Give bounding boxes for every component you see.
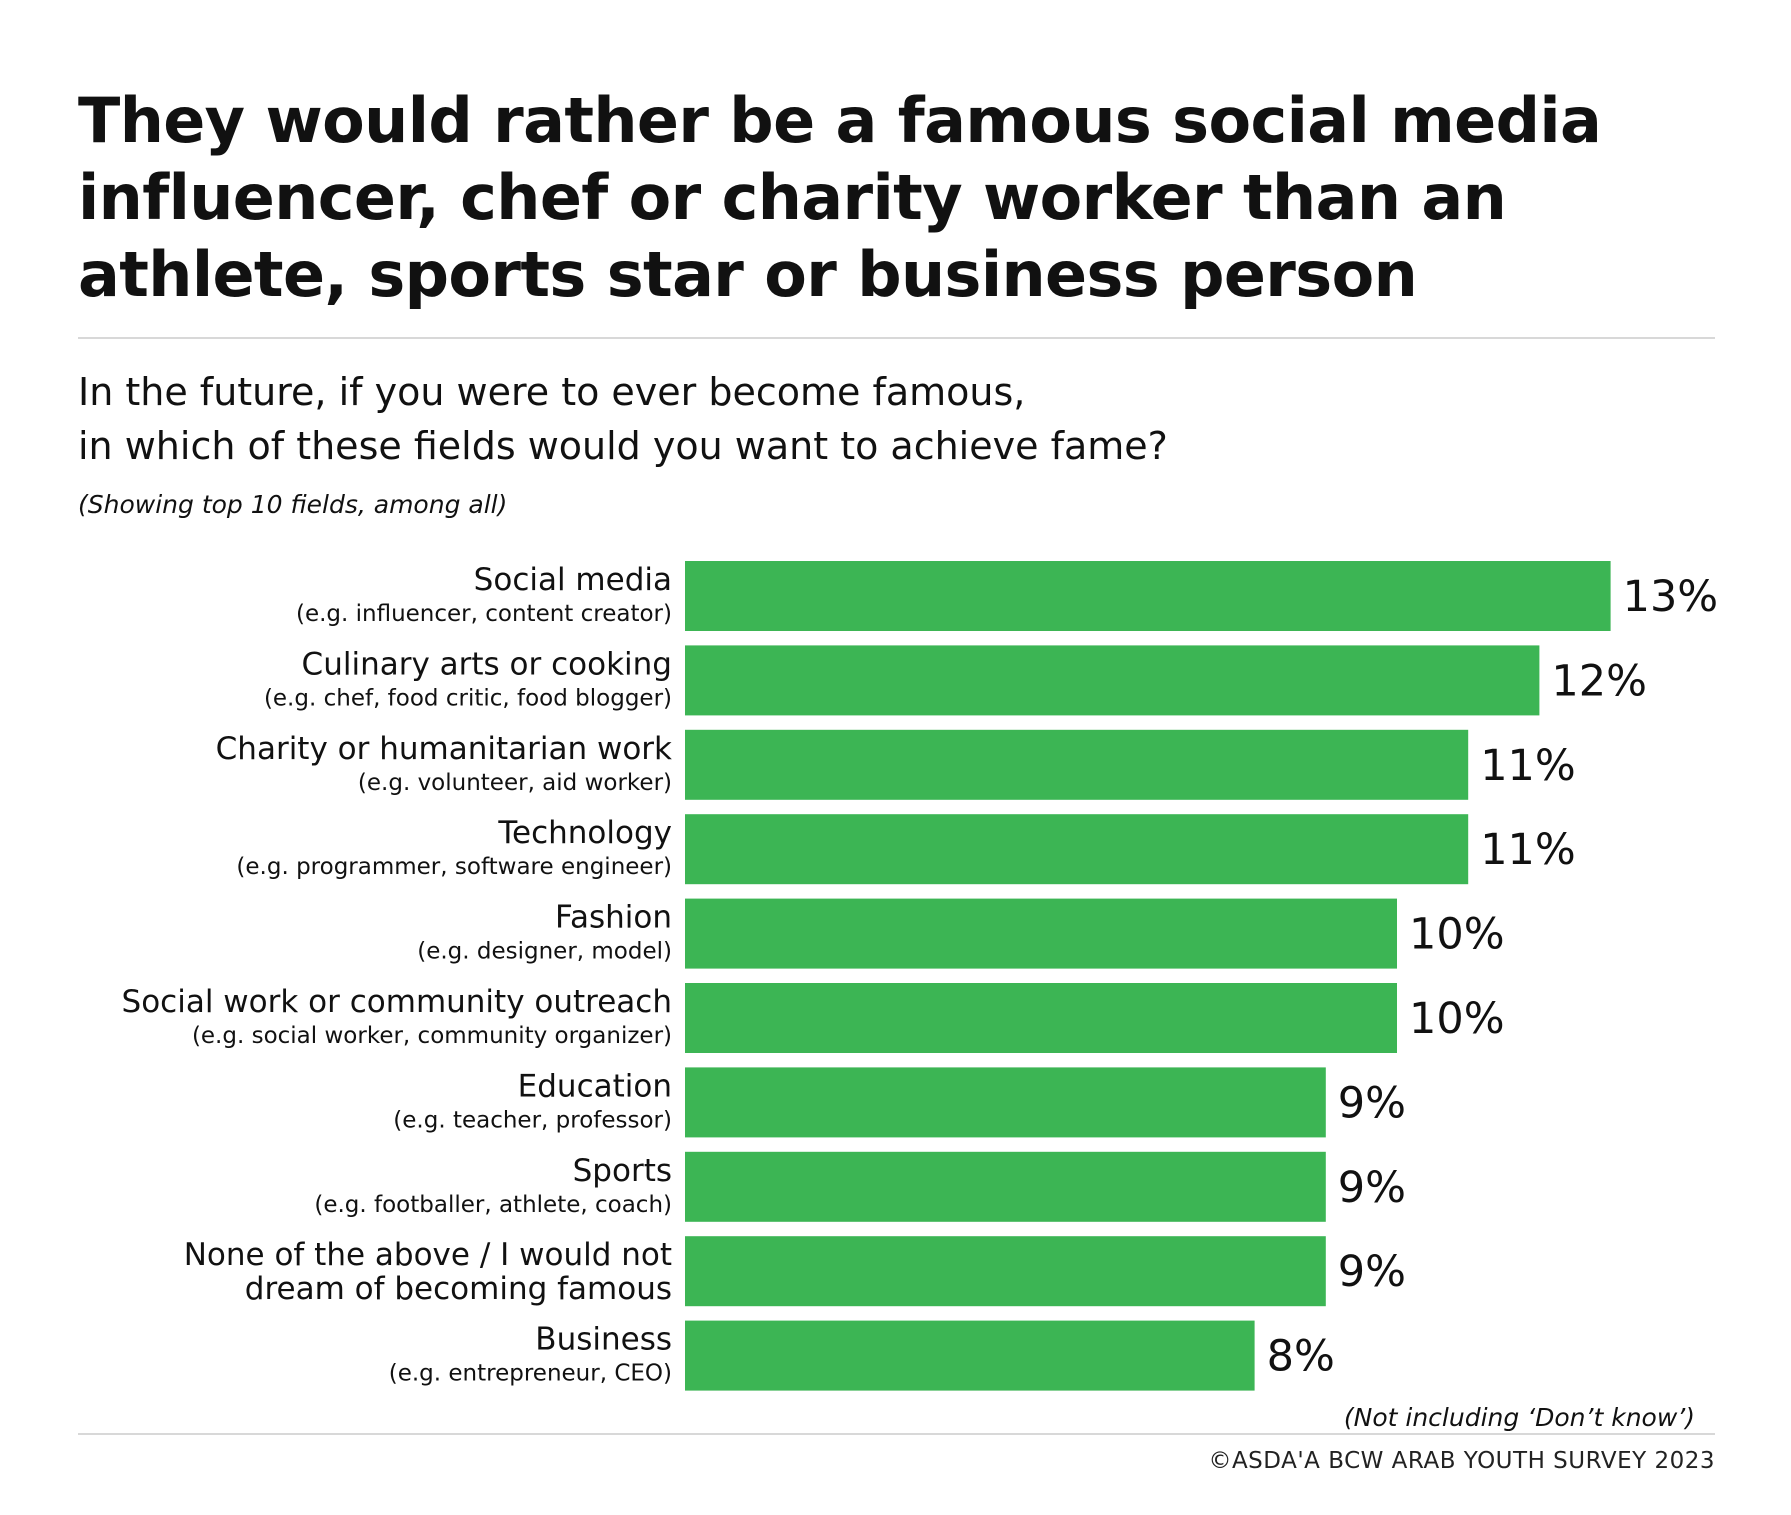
value-label: 9% [1338,1078,1406,1128]
bar [685,561,1611,631]
category-sublabel: (e.g. volunteer, aid worker) [358,770,672,796]
category-label: Social media [474,562,672,598]
category-label: dream of becoming famous [245,1271,672,1307]
category-sublabel: (e.g. chef, food critic, food blogger) [264,685,672,711]
title-line: influencer, chef or charity worker than … [78,161,1507,234]
category-label: Technology [497,815,672,851]
value-label: 8% [1267,1332,1335,1382]
category-label: Business [535,1322,672,1358]
category-label: Charity or humanitarian work [216,731,672,767]
category-sublabel: (e.g. designer, model) [417,939,672,965]
footnote: (Not including ‘Don’t know’) [1343,1403,1695,1432]
survey-question: In the future, if you were to ever becom… [78,365,1578,473]
bar [685,898,1397,969]
bar-chart: 13% Social media (e.g. influencer, content… [122,561,1719,1391]
value-label: 13% [1623,572,1719,622]
title-line: athlete, sports star or business person [78,238,1418,311]
bar [685,1236,1326,1307]
bar [685,645,1540,716]
category-label: Social work or community outreach [122,984,672,1020]
category-label: None of the above / I would not [184,1237,672,1273]
bar [685,983,1397,1053]
category-label: Education [518,1068,672,1104]
sample-note: (Showing top 10 fields, among all) [78,490,508,519]
category-sublabel: (e.g. teacher, professor) [393,1107,672,1133]
question-line: In the future, if you were to ever becom… [78,370,1026,414]
bar [685,1067,1326,1138]
chart-title: They would rather be a famous social med… [78,82,1718,313]
category-sublabel: (e.g. programmer, software engineer) [236,854,672,880]
category-sublabel: (e.g. social worker, community organizer… [192,1023,672,1049]
category-sublabel: (e.g. footballer, athlete, coach) [314,1192,672,1218]
value-label: 11% [1480,825,1576,875]
bar [685,814,1469,885]
value-label: 10% [1409,994,1505,1044]
title-divider [78,337,1715,339]
category-label: Sports [573,1153,672,1189]
value-label: 11% [1480,741,1576,791]
value-label: 10% [1409,910,1505,960]
value-label: 9% [1338,1247,1406,1297]
category-label: Culinary arts or cooking [302,646,672,682]
copyright: ©ASDA'A BCW ARAB YOUTH SURVEY 2023 [1208,1448,1715,1474]
question-line: in which of these fields would you want … [78,424,1168,468]
title-line: They would rather be a famous social med… [78,84,1602,157]
bar [685,1151,1326,1222]
bar [685,1320,1255,1391]
category-label: Fashion [555,900,672,936]
category-sublabel: (e.g. influencer, content creator) [296,601,672,627]
bar [685,729,1469,800]
value-label: 9% [1338,1163,1406,1213]
footer-divider [78,1433,1715,1435]
category-sublabel: (e.g. entrepreneur, CEO) [389,1361,672,1387]
value-label: 12% [1551,656,1647,706]
